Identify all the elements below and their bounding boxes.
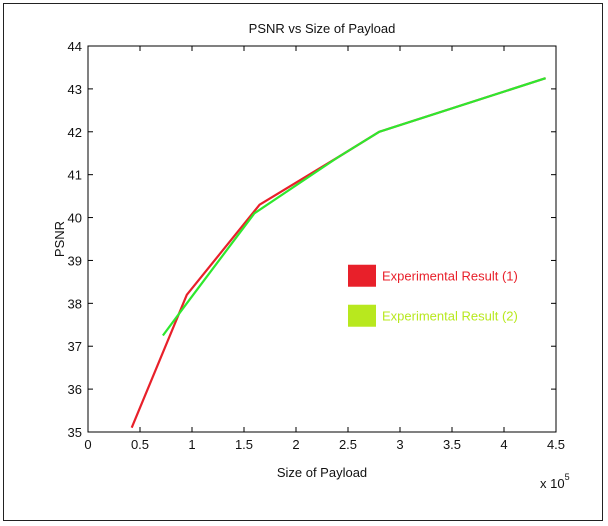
x-axis-multiplier-exponent: 5 (565, 472, 570, 482)
y-tick-label: 40 (68, 211, 82, 226)
y-tick-label: 35 (68, 425, 82, 440)
figure-frame (3, 3, 603, 521)
x-axis-multiplier-base: x 10 (540, 476, 565, 491)
y-tick-label: 42 (68, 125, 82, 140)
x-tick-label: 4.5 (547, 437, 565, 452)
series-line-2 (162, 77, 546, 337)
x-tick-label: 2.5 (339, 437, 357, 452)
chart-title: PSNR vs Size of Payload (249, 21, 396, 36)
x-tick-label: 3 (396, 437, 403, 452)
legend: Experimental Result (1) Experimental Res… (348, 264, 518, 327)
y-tick-label: 36 (68, 382, 82, 397)
plot-area (87, 45, 557, 433)
x-tick-label: 0.5 (131, 437, 149, 452)
y-tick-label: 38 (68, 296, 82, 311)
legend-swatch-series-1 (348, 264, 376, 287)
x-tick-label: 2 (292, 437, 299, 452)
x-axis-multiplier: x 105 (540, 472, 570, 491)
y-tick-label: 43 (68, 82, 82, 97)
legend-label-series-2: Experimental Result (2) (382, 309, 518, 324)
y-tick-label: 39 (68, 253, 82, 268)
y-axis-label: PSNR (52, 221, 67, 257)
x-tick-label: 4 (500, 437, 507, 452)
y-tick-label: 41 (68, 168, 82, 183)
legend-swatch-series-2 (348, 304, 376, 327)
legend-label-series-1: Experimental Result (1) (382, 269, 518, 284)
y-tick-label: 37 (68, 339, 82, 354)
y-tick-label: 44 (68, 39, 82, 54)
x-tick-label: 3.5 (443, 437, 461, 452)
x-tick-label: 1 (188, 437, 195, 452)
x-tick-label: 0 (84, 437, 91, 452)
series-lines (130, 77, 546, 429)
series-line-1 (130, 77, 546, 429)
x-axis-label: Size of Payload (277, 465, 367, 480)
x-tick-label: 1.5 (235, 437, 253, 452)
axis-ticks: 0 0.5 1 1.5 2 2.5 3 3.5 4 4.5 35 36 37 38 39 40 41 42 43 44 (68, 39, 566, 452)
